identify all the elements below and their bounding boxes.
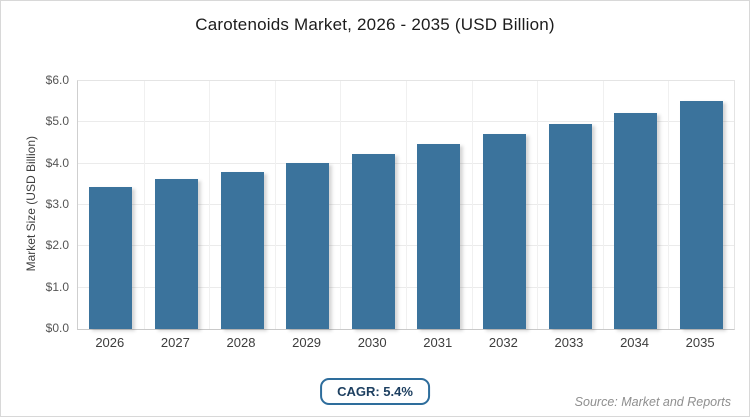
gridline-vertical <box>668 81 670 329</box>
x-tick-label: 2027 <box>160 335 190 350</box>
gridline-vertical <box>537 81 539 329</box>
x-tick-label: 2026 <box>95 335 125 350</box>
x-tick-label: 2029 <box>292 335 322 350</box>
gridline-vertical <box>143 81 145 329</box>
bar-2027 <box>154 179 198 329</box>
x-tick-label: 2035 <box>685 335 715 350</box>
bar-2034 <box>614 112 658 329</box>
x-axis-labels: 2026 2027 2028 2029 2030 2031 2032 2033 2034 2035 <box>77 335 733 350</box>
bar-2030 <box>351 153 395 329</box>
y-tick-label: $3.0 <box>45 197 69 211</box>
y-tick-label: $2.0 <box>45 238 69 253</box>
gridline-vertical <box>209 81 211 329</box>
bar-2033 <box>548 124 592 329</box>
y-axis-ticks: $0.0 $1.0 $2.0 $3.0 $4.0 $5.0 $6.0 <box>1 73 69 335</box>
x-tick-label: 2032 <box>488 335 518 350</box>
y-tick-label: $4.0 <box>45 155 69 170</box>
chart-title: Carotenoids Market, 2026 - 2035 (USD Bil… <box>195 15 555 34</box>
x-tick-label: 2033 <box>554 335 584 350</box>
bar-2035 <box>679 100 723 329</box>
cagr-badge: CAGR: 5.4% <box>320 378 430 405</box>
plot-area <box>77 80 735 330</box>
gridline-vertical <box>340 81 342 329</box>
gridline-vertical <box>274 81 276 329</box>
bar-2028 <box>220 171 264 329</box>
bar-2026 <box>89 187 133 329</box>
gridline-vertical <box>602 81 604 329</box>
x-tick-label: 2031 <box>423 335 453 350</box>
x-tick-label: 2030 <box>357 335 387 350</box>
gridline-vertical <box>471 81 473 329</box>
y-tick-label: $1.0 <box>45 279 69 294</box>
bar-2029 <box>286 162 330 329</box>
y-tick-label: $5.0 <box>45 114 69 129</box>
y-tick-label: $0.0 <box>45 321 69 335</box>
bar-2031 <box>417 144 461 329</box>
y-tick-label: $6.0 <box>45 73 69 87</box>
source-note: Source: Market and Reports <box>574 395 731 409</box>
x-tick-label: 2034 <box>620 335 649 350</box>
gridline-vertical <box>406 81 407 329</box>
x-tick-label: 2028 <box>226 335 256 350</box>
bar-2032 <box>482 134 526 329</box>
